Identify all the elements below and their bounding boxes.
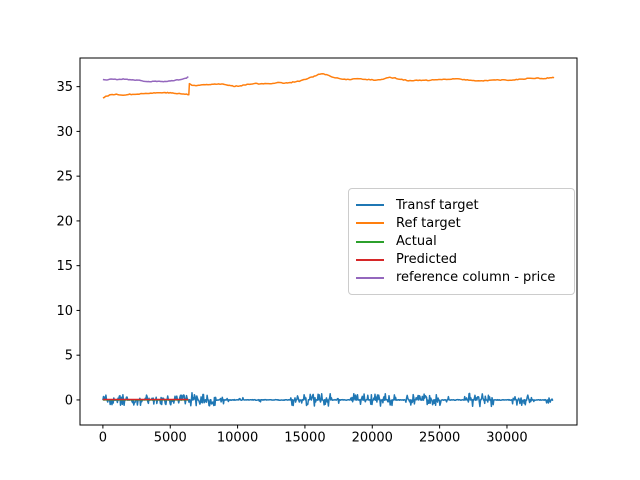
legend-item-actual: Actual <box>356 232 566 250</box>
legend-label: Actual <box>396 234 437 249</box>
legend-line-reference-column-price <box>356 276 384 279</box>
legend-line-actual <box>356 240 384 243</box>
legend-line-transf-target <box>356 204 384 207</box>
legend-label: Transf target <box>396 197 479 213</box>
legend-label: Ref target <box>396 215 461 231</box>
y-tick-label: 0 <box>65 393 73 408</box>
y-tick-label: 30 <box>56 125 73 140</box>
y-tick-label: 5 <box>65 349 73 364</box>
x-axis: 0 5000 10000 15000 20000 25000 30000 <box>99 425 528 446</box>
axes-spines <box>79 57 578 426</box>
legend-line-ref-target <box>356 222 384 225</box>
x-tick-label: 5000 <box>154 431 187 446</box>
y-tick-label: 20 <box>56 214 73 229</box>
series-reference-column-price <box>102 76 189 83</box>
y-tick-label: 10 <box>56 304 73 319</box>
y-tick-label: 15 <box>56 259 73 274</box>
x-tick-label: 10000 <box>217 431 258 446</box>
legend-item-predicted: Predicted <box>356 251 566 269</box>
y-axis: 0 5 10 15 20 25 30 35 <box>56 80 80 408</box>
series-ref-target <box>102 73 555 99</box>
x-tick-label: 0 <box>99 431 107 446</box>
y-tick-label: 25 <box>56 170 73 185</box>
x-tick-label: 30000 <box>486 431 527 446</box>
x-tick-label: 15000 <box>284 431 325 446</box>
legend-item-ref-target: Ref target <box>356 214 566 232</box>
legend: Transf target Ref target Actual Predicte… <box>348 188 575 295</box>
x-tick-label: 20000 <box>352 431 393 446</box>
legend-line-predicted <box>356 258 384 261</box>
y-tick-label: 35 <box>56 80 73 95</box>
legend-item-reference-column-price: reference column - price <box>356 269 566 287</box>
plot-series <box>102 73 555 408</box>
legend-label: reference column - price <box>396 270 556 286</box>
x-tick-label: 25000 <box>419 431 460 446</box>
legend-label: Predicted <box>396 252 458 268</box>
legend-item-transf-target: Transf target <box>356 196 566 214</box>
